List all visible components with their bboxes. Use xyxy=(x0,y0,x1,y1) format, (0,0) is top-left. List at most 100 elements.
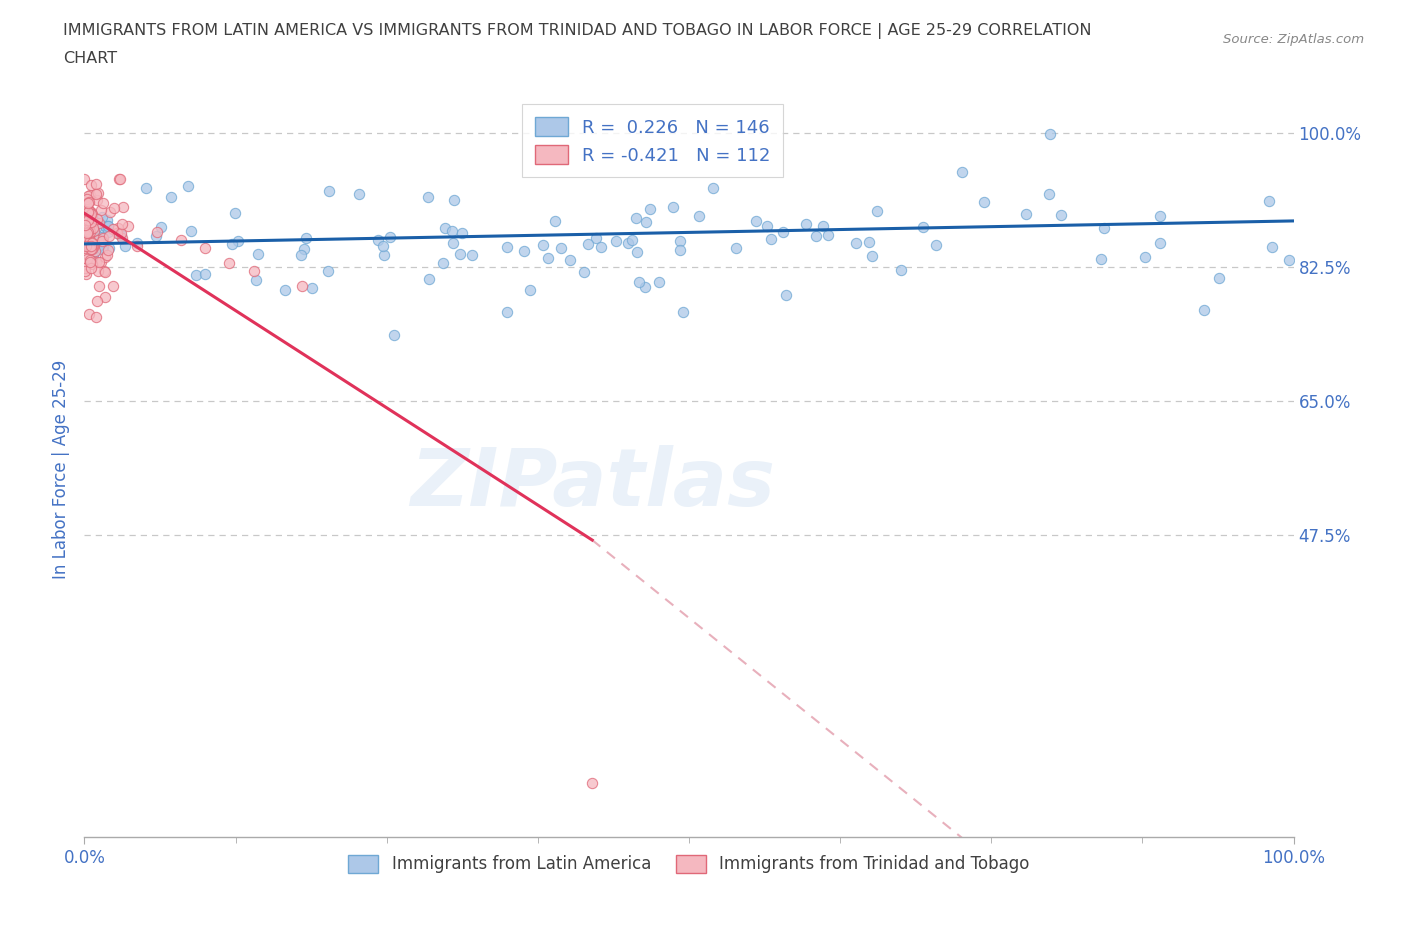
Point xyxy=(97,219,120,233)
Point xyxy=(84,309,107,324)
Point xyxy=(77,307,100,322)
Point xyxy=(194,267,217,282)
Point xyxy=(103,221,125,236)
Point xyxy=(628,274,651,289)
Point xyxy=(973,194,995,209)
Point xyxy=(80,239,103,254)
Point xyxy=(79,255,101,270)
Point xyxy=(108,171,131,186)
Point xyxy=(80,239,103,254)
Point xyxy=(76,226,98,241)
Point xyxy=(84,255,107,270)
Point xyxy=(378,230,401,245)
Point xyxy=(75,239,97,254)
Point xyxy=(772,225,794,240)
Point xyxy=(1038,187,1060,202)
Point xyxy=(90,241,112,256)
Point xyxy=(96,213,118,228)
Point xyxy=(112,200,135,215)
Point xyxy=(83,218,105,232)
Point xyxy=(84,187,107,202)
Point xyxy=(860,249,883,264)
Point xyxy=(91,230,114,245)
Point xyxy=(77,239,100,254)
Point xyxy=(744,214,766,229)
Point xyxy=(775,287,797,302)
Point xyxy=(318,183,340,198)
Point xyxy=(105,225,128,240)
Point xyxy=(77,212,100,227)
Point xyxy=(87,233,110,248)
Point xyxy=(83,244,105,259)
Point xyxy=(1135,250,1157,265)
Point xyxy=(76,221,98,236)
Point xyxy=(80,215,103,230)
Point xyxy=(77,226,100,241)
Point xyxy=(512,244,534,259)
Point xyxy=(688,208,710,223)
Point xyxy=(76,252,98,267)
Point xyxy=(924,237,946,252)
Point xyxy=(76,204,98,219)
Point xyxy=(86,232,108,246)
Point xyxy=(1258,193,1281,208)
Point xyxy=(77,195,100,210)
Point xyxy=(759,232,782,246)
Point xyxy=(440,223,463,238)
Point xyxy=(246,247,269,262)
Point xyxy=(373,238,395,253)
Point xyxy=(295,231,318,246)
Point xyxy=(813,219,835,233)
Point xyxy=(1015,206,1038,221)
Point xyxy=(591,239,613,254)
Point xyxy=(79,225,101,240)
Point xyxy=(77,231,100,246)
Point xyxy=(226,233,249,248)
Point xyxy=(79,206,101,221)
Point xyxy=(83,241,105,256)
Point xyxy=(80,238,103,253)
Point xyxy=(79,228,101,243)
Point xyxy=(76,236,98,251)
Point xyxy=(77,221,100,236)
Point xyxy=(443,193,465,207)
Point xyxy=(77,224,100,239)
Point xyxy=(77,205,100,219)
Point xyxy=(80,221,103,236)
Point xyxy=(537,251,560,266)
Point xyxy=(702,180,724,195)
Point xyxy=(89,215,111,230)
Point xyxy=(77,232,100,246)
Point xyxy=(86,239,108,254)
Point xyxy=(76,247,98,262)
Point xyxy=(80,178,103,193)
Point xyxy=(218,256,240,271)
Point xyxy=(1050,207,1073,222)
Point xyxy=(77,219,100,234)
Point xyxy=(77,189,100,204)
Point xyxy=(80,206,103,221)
Point xyxy=(82,213,104,228)
Point xyxy=(80,242,103,257)
Point xyxy=(77,241,100,256)
Point xyxy=(367,232,389,247)
Point xyxy=(82,236,104,251)
Point xyxy=(107,221,129,236)
Point xyxy=(80,260,103,275)
Point xyxy=(77,204,100,219)
Point xyxy=(177,179,200,193)
Point xyxy=(301,280,323,295)
Point xyxy=(79,208,101,223)
Point xyxy=(1192,303,1215,318)
Point xyxy=(866,204,889,219)
Point xyxy=(76,221,98,236)
Point xyxy=(170,232,193,247)
Point xyxy=(83,223,105,238)
Point xyxy=(76,218,98,232)
Point xyxy=(94,219,117,233)
Point xyxy=(1208,271,1230,286)
Point xyxy=(73,171,96,186)
Point xyxy=(87,186,110,201)
Point xyxy=(87,229,110,244)
Point xyxy=(83,244,105,259)
